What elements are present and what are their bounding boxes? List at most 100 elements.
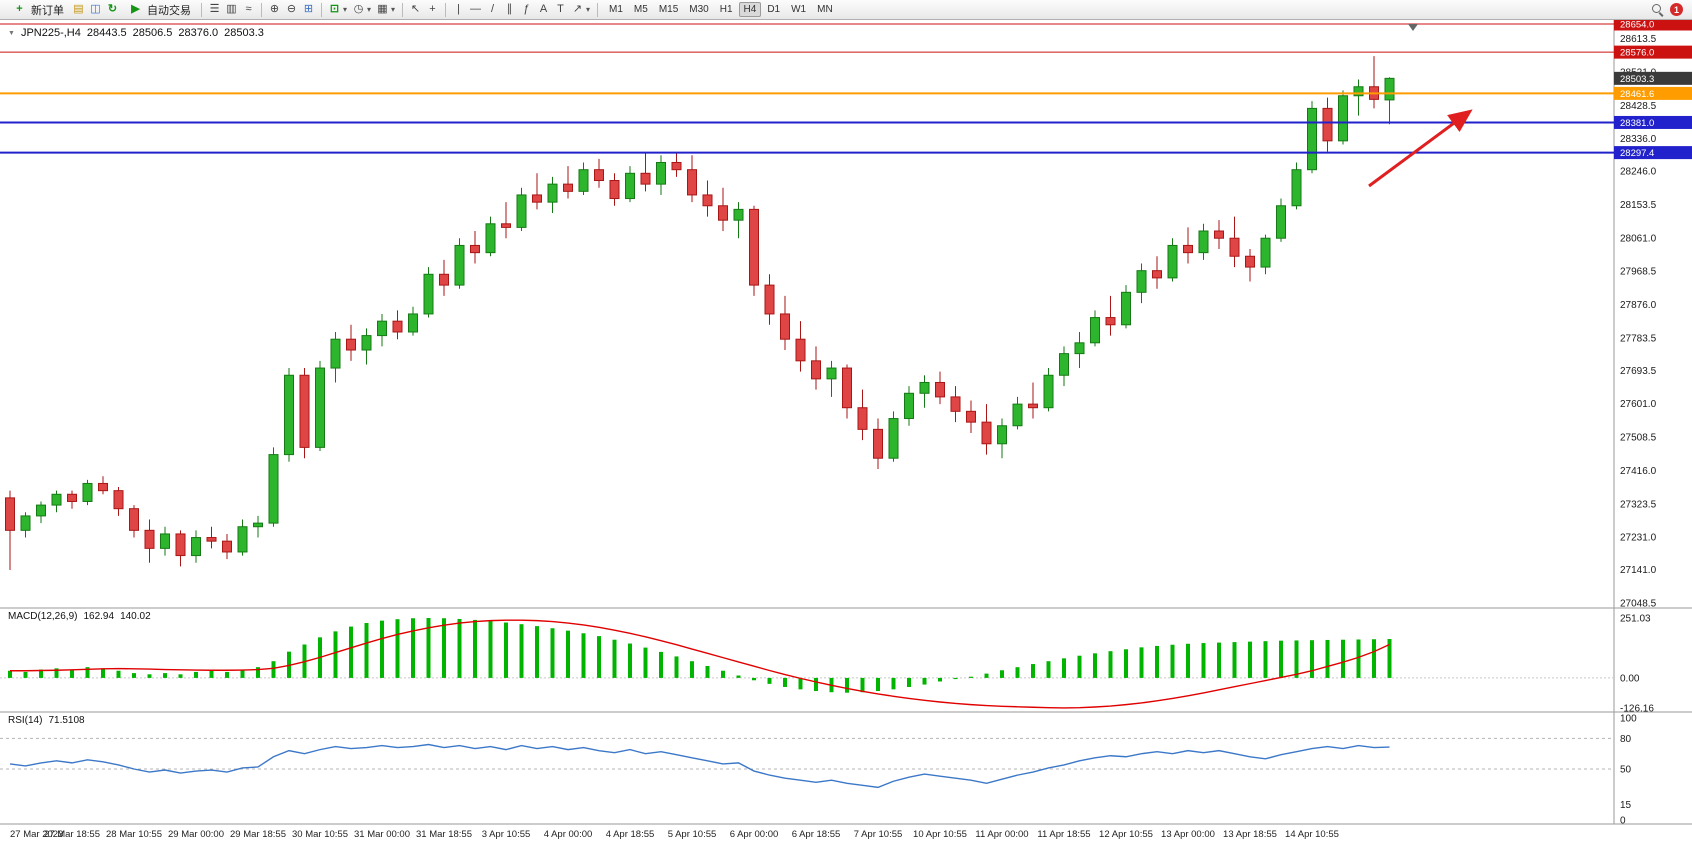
- svg-text:5 Apr 10:55: 5 Apr 10:55: [668, 829, 717, 840]
- svg-text:28613.5: 28613.5: [1620, 34, 1657, 45]
- candles: [5, 56, 1395, 571]
- svg-text:27601.0: 27601.0: [1620, 399, 1657, 410]
- timeframe-button-w1[interactable]: W1: [791, 4, 807, 15]
- refresh-icon[interactable]: ↻: [107, 3, 118, 15]
- vertical-line-tool-icon[interactable]: |: [457, 3, 460, 15]
- auto-trading-label: 自动交易: [147, 4, 191, 17]
- macd-signal-value: 140.02: [120, 611, 151, 622]
- templates-icon[interactable]: ▦: [377, 3, 388, 15]
- svg-text:28297.4: 28297.4: [1620, 148, 1654, 159]
- svg-text:251.03: 251.03: [1620, 614, 1651, 625]
- new-order-icon: +: [16, 3, 23, 15]
- svg-text:27876.0: 27876.0: [1620, 300, 1657, 311]
- svg-text:13 Apr 00:00: 13 Apr 00:00: [1161, 829, 1215, 840]
- svg-text:28061.0: 28061.0: [1620, 233, 1657, 244]
- chart-symbol-period: JPN225-,H4: [20, 27, 81, 39]
- macd-indicator-name: MACD(12,26,9): [8, 611, 78, 622]
- price-tag-mid-level: [1614, 86, 1692, 100]
- timeframe-button-m1[interactable]: M1: [609, 4, 623, 15]
- toolbar-separator: [597, 2, 598, 17]
- zoom-out-icon[interactable]: ⊖: [286, 3, 297, 15]
- macd-panel-label: MACD(12,26,9) 162.94 140.02: [8, 611, 151, 622]
- svg-text:11 Apr 18:55: 11 Apr 18:55: [1037, 829, 1090, 840]
- profiles-icon[interactable]: ◫: [90, 3, 101, 15]
- svg-text:10 Apr 10:55: 10 Apr 10:55: [913, 829, 967, 840]
- toolbar-separator: [201, 2, 202, 17]
- svg-text:27048.5: 27048.5: [1620, 599, 1657, 610]
- add-indicator-icon[interactable]: ⊡: [329, 3, 340, 15]
- svg-text:27693.5: 27693.5: [1620, 366, 1657, 377]
- horizontal-line-tool-icon[interactable]: —: [470, 3, 481, 15]
- svg-text:27231.0: 27231.0: [1620, 533, 1657, 544]
- charts-icon[interactable]: ▤: [73, 3, 84, 15]
- chart-header: ▼ JPN225-,H4 28443.5 28506.5 28376.0 285…: [8, 27, 264, 39]
- svg-text:28336.0: 28336.0: [1620, 134, 1657, 145]
- timeframe-button-d1[interactable]: D1: [767, 4, 781, 15]
- auto-trading-play-icon: ▶: [131, 3, 140, 15]
- bar-chart-mode-icon[interactable]: ☰: [209, 3, 220, 15]
- tile-windows-icon[interactable]: ⊞: [303, 3, 314, 15]
- timeframe-button-m30[interactable]: M30: [689, 4, 709, 15]
- trend-arrow-annotation[interactable]: [1368, 109, 1473, 188]
- new-order-label: 新订单: [31, 4, 64, 17]
- svg-text:28428.5: 28428.5: [1620, 101, 1657, 112]
- price-tag-resistance-1: [1614, 45, 1692, 59]
- chart-low-value: 28376.0: [178, 27, 219, 39]
- line-chart-mode-icon[interactable]: ≈: [245, 3, 252, 15]
- search-icon[interactable]: [1651, 3, 1664, 16]
- svg-text:28654.0: 28654.0: [1620, 20, 1654, 31]
- current-price-tag: 28503.3: [1614, 71, 1692, 85]
- trendline-tool-icon[interactable]: /: [490, 3, 495, 15]
- svg-text:13 Apr 18:55: 13 Apr 18:55: [1223, 829, 1277, 840]
- chart-high-value: 28506.5: [132, 27, 173, 39]
- price-tag-resistance-2: [1614, 17, 1692, 31]
- periods-dropdown-icon[interactable]: ▾: [367, 5, 372, 14]
- auto-trading-button[interactable]: ▶ 自动交易: [121, 0, 197, 19]
- indicator-dropdown-icon[interactable]: ▾: [343, 5, 348, 14]
- periods-clock-icon[interactable]: ◷: [353, 3, 364, 15]
- rsi-indicator-name: RSI(14): [8, 715, 43, 726]
- text-tool-icon[interactable]: A: [539, 3, 548, 15]
- horizontal-level-lines[interactable]: 28654.0 28576.0 28461.6 28381.0 28297.4: [0, 17, 1692, 160]
- chart-shift-marker: [1408, 24, 1418, 31]
- candlestick-mode-icon[interactable]: ▥: [226, 3, 237, 15]
- toolbar-separator: [402, 2, 403, 17]
- templates-dropdown-icon[interactable]: ▾: [391, 5, 396, 14]
- svg-text:28576.0: 28576.0: [1620, 48, 1654, 59]
- svg-text:29 Mar 00:00: 29 Mar 00:00: [168, 829, 224, 840]
- crosshair-tool-icon[interactable]: +: [429, 3, 436, 15]
- new-order-button[interactable]: + 新订单: [5, 0, 70, 19]
- svg-text:7 Apr 10:55: 7 Apr 10:55: [854, 829, 903, 840]
- timeframe-button-m15[interactable]: M15: [658, 4, 679, 15]
- svg-text:27 Mar 2023: 27 Mar 2023: [10, 829, 63, 840]
- svg-text:28461.6: 28461.6: [1620, 89, 1654, 100]
- svg-text:12 Apr 10:55: 12 Apr 10:55: [1099, 829, 1153, 840]
- timeframe-button-h4[interactable]: H4: [738, 2, 762, 17]
- svg-text:4 Apr 00:00: 4 Apr 00:00: [544, 829, 593, 840]
- svg-text:28153.5: 28153.5: [1620, 200, 1657, 211]
- zoom-in-icon[interactable]: ⊕: [269, 3, 280, 15]
- cursor-tool-icon[interactable]: ↖: [410, 3, 421, 15]
- notification-badge[interactable]: 1: [1670, 3, 1683, 16]
- svg-text:0: 0: [1620, 816, 1626, 827]
- svg-text:0.00: 0.00: [1620, 673, 1640, 684]
- timeframe-button-m5[interactable]: M5: [633, 4, 648, 15]
- channel-tool-icon[interactable]: ∥: [506, 3, 513, 15]
- macd-panel: 251.03 0.00 -126.16: [0, 614, 1654, 715]
- timeframe-button-h1[interactable]: H1: [719, 4, 733, 15]
- price-tag-support-2: [1614, 146, 1692, 160]
- text-label-tool-icon[interactable]: T: [557, 3, 564, 15]
- rsi-panel-label: RSI(14) 71.5108: [8, 715, 85, 726]
- svg-text:29 Mar 18:55: 29 Mar 18:55: [230, 829, 286, 840]
- chart-menu-icon[interactable]: ▼: [8, 29, 15, 37]
- svg-text:31 Mar 00:00: 31 Mar 00:00: [354, 829, 410, 840]
- toolbar-separator: [321, 2, 322, 17]
- arrows-dropdown-icon[interactable]: ▾: [586, 5, 591, 14]
- timeframe-button-mn[interactable]: MN: [817, 4, 833, 15]
- arrows-tool-icon[interactable]: ↗: [572, 3, 583, 15]
- svg-text:28381.0: 28381.0: [1620, 118, 1654, 129]
- fibonacci-tool-icon[interactable]: ƒ: [523, 3, 530, 15]
- svg-text:28246.0: 28246.0: [1620, 167, 1657, 178]
- chart-open-value: 28443.5: [86, 27, 127, 39]
